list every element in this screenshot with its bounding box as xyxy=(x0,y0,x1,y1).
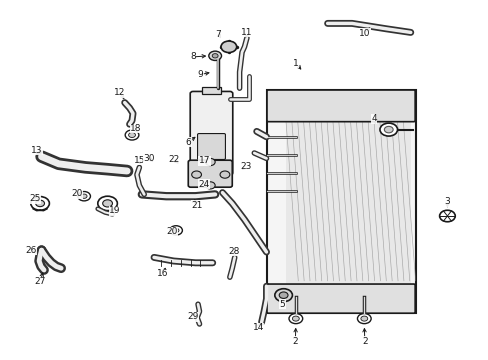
FancyBboxPatch shape xyxy=(266,284,414,313)
Text: 11: 11 xyxy=(241,28,252,37)
Circle shape xyxy=(31,197,49,210)
Text: 16: 16 xyxy=(156,269,168,278)
Circle shape xyxy=(36,200,44,207)
Text: 24: 24 xyxy=(198,180,210,189)
Text: 4: 4 xyxy=(370,114,376,123)
FancyBboxPatch shape xyxy=(197,134,225,159)
Bar xyxy=(266,90,415,313)
Circle shape xyxy=(205,182,215,189)
Text: 19: 19 xyxy=(109,206,121,215)
Text: 20: 20 xyxy=(166,227,178,236)
Text: 30: 30 xyxy=(143,154,155,163)
Text: 12: 12 xyxy=(114,88,125,97)
Circle shape xyxy=(379,123,397,136)
Circle shape xyxy=(125,130,139,140)
FancyBboxPatch shape xyxy=(190,91,232,175)
Text: 21: 21 xyxy=(191,201,203,210)
Text: 10: 10 xyxy=(358,29,369,37)
Text: 13: 13 xyxy=(31,146,42,155)
Circle shape xyxy=(279,292,287,298)
Circle shape xyxy=(220,171,229,178)
Circle shape xyxy=(212,54,218,58)
Circle shape xyxy=(221,41,236,53)
Text: 7: 7 xyxy=(215,30,221,39)
Text: 8: 8 xyxy=(190,52,196,61)
Circle shape xyxy=(81,194,87,198)
Text: 29: 29 xyxy=(187,312,199,321)
Circle shape xyxy=(78,192,90,201)
Circle shape xyxy=(169,226,182,235)
Text: 2: 2 xyxy=(361,337,367,346)
Text: 18: 18 xyxy=(130,124,142,133)
Circle shape xyxy=(173,228,179,233)
Text: 6: 6 xyxy=(185,138,191,147)
Text: 14: 14 xyxy=(252,323,264,332)
Bar xyxy=(202,87,221,94)
Circle shape xyxy=(208,51,221,60)
Circle shape xyxy=(102,200,112,207)
Text: 1: 1 xyxy=(292,58,298,68)
FancyBboxPatch shape xyxy=(188,160,232,187)
Text: 9: 9 xyxy=(197,70,203,79)
Text: 26: 26 xyxy=(25,246,37,255)
Text: 28: 28 xyxy=(227,247,239,256)
Text: 27: 27 xyxy=(34,277,46,286)
Text: 23: 23 xyxy=(240,162,251,171)
Circle shape xyxy=(360,316,367,321)
Text: 5: 5 xyxy=(279,300,285,309)
Circle shape xyxy=(439,210,454,222)
Circle shape xyxy=(98,196,117,211)
Circle shape xyxy=(274,289,292,302)
Text: 20: 20 xyxy=(71,189,83,198)
Text: 3: 3 xyxy=(444,197,449,206)
FancyBboxPatch shape xyxy=(266,90,414,122)
Circle shape xyxy=(288,314,302,324)
Bar xyxy=(285,119,410,284)
Circle shape xyxy=(205,158,215,166)
Circle shape xyxy=(128,132,135,138)
Text: 15: 15 xyxy=(133,156,145,165)
Text: 22: 22 xyxy=(167,154,179,163)
Text: 25: 25 xyxy=(29,194,41,203)
Circle shape xyxy=(292,316,299,321)
Text: 17: 17 xyxy=(198,156,210,165)
Circle shape xyxy=(191,171,201,178)
Circle shape xyxy=(384,126,392,133)
Text: 2: 2 xyxy=(292,337,298,346)
Circle shape xyxy=(357,314,370,324)
